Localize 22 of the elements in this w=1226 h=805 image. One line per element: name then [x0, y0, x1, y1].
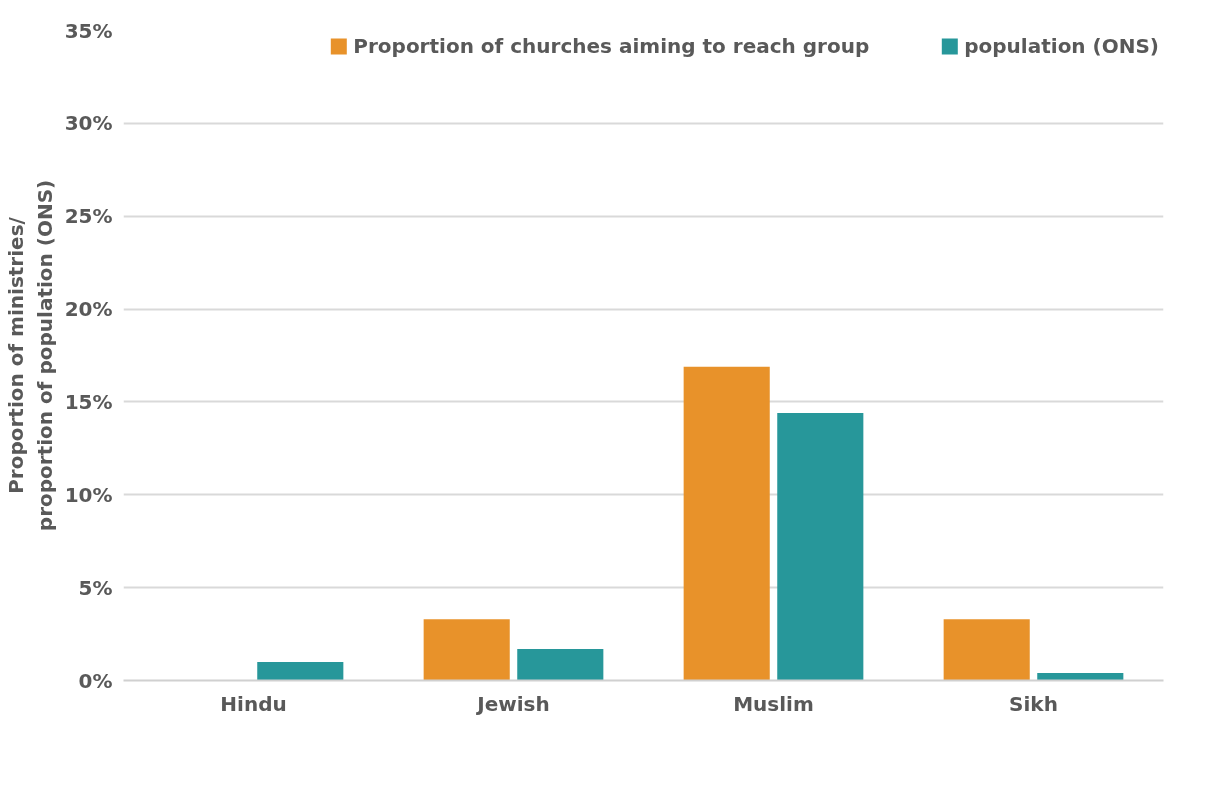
x-tick-label: Hindu: [220, 691, 287, 716]
y-axis-title: Proportion of ministries/ proportion of population (ONS): [3, 179, 57, 532]
y-tick-label: 30%: [64, 111, 113, 136]
x-tick-label: Jewish: [475, 691, 550, 716]
bar: [943, 619, 1030, 681]
y-tick-label: 10%: [64, 482, 113, 507]
y-tick-label: 25%: [64, 204, 113, 229]
y-tick-label: 35%: [64, 18, 113, 43]
bar: [423, 619, 510, 681]
legend-label: Proportion of churches aiming to reach group: [353, 34, 870, 58]
bar: [1037, 673, 1124, 681]
x-tick-label: Muslim: [733, 691, 814, 716]
bar: [683, 366, 770, 681]
x-tick-label: Sikh: [1009, 691, 1058, 716]
legend-label: population (ONS): [964, 34, 1159, 58]
y-tick-label: 15%: [64, 389, 113, 414]
bar: [257, 661, 344, 681]
y-tick-label: 20%: [64, 297, 113, 322]
y-tick-label: 5%: [78, 575, 113, 600]
bar: [777, 413, 864, 681]
y-tick-label: 0%: [78, 668, 113, 693]
bar: [517, 648, 604, 681]
